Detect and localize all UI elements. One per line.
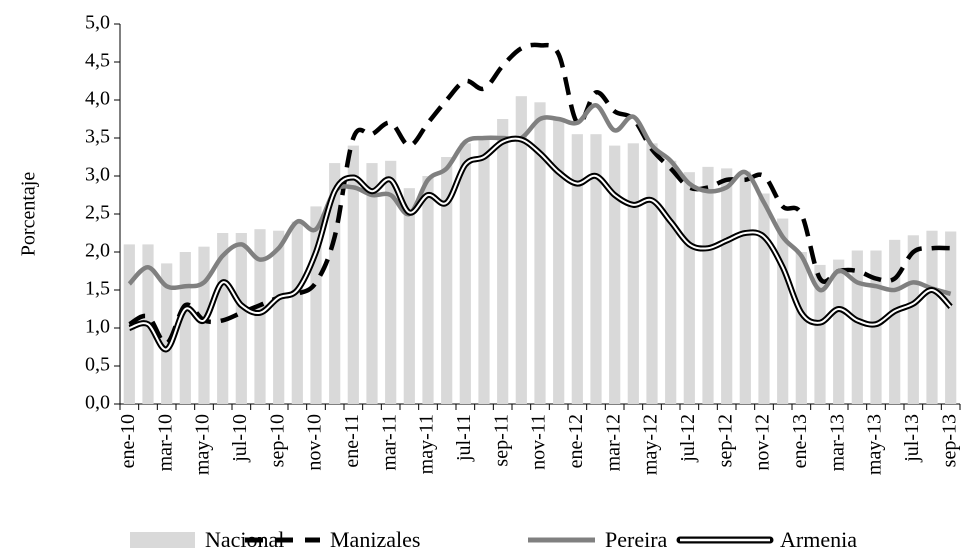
bar: [273, 230, 285, 404]
x-tick-label: jul-11: [453, 414, 475, 462]
y-tick-label: 1,5: [85, 278, 110, 300]
x-tick-label: mar-10: [154, 414, 176, 471]
bar: [609, 145, 621, 404]
y-axis-label: Porcentaje: [18, 172, 40, 257]
x-tick-label: may-10: [192, 414, 214, 475]
x-tick-label: ene-12: [565, 414, 587, 468]
bar: [795, 252, 807, 404]
bar: [739, 171, 751, 404]
bar: [889, 239, 901, 404]
x-tick-label: ene-10: [117, 414, 139, 468]
x-tick-label: nov-10: [304, 414, 326, 471]
bar: [553, 119, 565, 404]
bar: [235, 233, 247, 404]
bar: [422, 176, 434, 404]
bar: [665, 160, 677, 404]
bar: [907, 235, 919, 404]
x-tick-label: jul-12: [677, 414, 699, 463]
y-tick-label: 3,0: [85, 164, 110, 186]
line-series: [127, 103, 952, 296]
line-series-inner: [129, 137, 952, 351]
bar: [179, 252, 191, 404]
x-tick-label: mar-13: [826, 414, 848, 471]
bar: [497, 119, 509, 404]
bar: [702, 166, 714, 404]
x-tick-label: sep-13: [938, 414, 960, 467]
bar: [758, 193, 770, 404]
bar: [478, 138, 490, 404]
bar: [403, 188, 415, 404]
bar: [721, 168, 733, 404]
bar: [459, 143, 471, 404]
y-tick-label: 5,0: [85, 12, 110, 34]
bar: [851, 250, 863, 404]
x-tick-label: mar-11: [378, 414, 400, 471]
x-tick-label: may-11: [416, 414, 438, 474]
y-tick-label: 0,5: [85, 354, 110, 376]
bar: [161, 263, 173, 404]
legend-label: Nacional: [205, 527, 284, 552]
legend-swatch: [130, 532, 195, 548]
x-tick-label: may-12: [640, 414, 662, 475]
bar: [646, 143, 658, 404]
x-tick-label: sep-10: [266, 414, 288, 467]
legend-label: Manizales: [330, 527, 420, 552]
bar: [310, 206, 322, 404]
bar: [385, 160, 397, 404]
x-tick-label: jul-13: [901, 414, 923, 463]
bar: [777, 218, 789, 404]
bar: [366, 163, 378, 404]
bar: [291, 221, 303, 404]
x-tick-label: may-13: [864, 414, 886, 475]
x-tick-label: jul-10: [229, 414, 251, 463]
bar: [571, 134, 583, 404]
y-tick-label: 4,5: [85, 50, 110, 72]
bar: [534, 102, 546, 404]
bar: [683, 172, 695, 404]
legend-label: Pereira: [605, 527, 668, 552]
y-tick-label: 1,0: [85, 316, 110, 338]
x-tick-label: nov-12: [752, 414, 774, 471]
bar: [329, 163, 341, 404]
bar: [814, 264, 826, 404]
y-tick-label: 3,5: [85, 126, 110, 148]
bar: [515, 96, 527, 404]
bar: [198, 246, 210, 404]
x-tick-label: ene-11: [341, 414, 363, 468]
line-series: [128, 42, 951, 346]
bar: [347, 145, 359, 404]
y-tick-label: 0,0: [85, 392, 110, 414]
bar: [254, 229, 266, 404]
bar: [441, 157, 453, 404]
x-tick-label: sep-12: [714, 414, 736, 467]
x-tick-label: mar-12: [602, 414, 624, 471]
bar: [627, 143, 639, 404]
x-tick-label: sep-11: [490, 414, 512, 467]
bar: [833, 259, 845, 404]
x-tick-label: nov-11: [528, 414, 550, 470]
legend-label: Armenia: [780, 527, 857, 552]
y-tick-label: 2,0: [85, 240, 110, 262]
bar: [926, 230, 938, 404]
y-tick-label: 2,5: [85, 202, 110, 224]
x-tick-label: ene-13: [789, 414, 811, 468]
bar: [590, 134, 602, 404]
bar: [945, 231, 957, 404]
y-tick-label: 4,0: [85, 88, 110, 110]
